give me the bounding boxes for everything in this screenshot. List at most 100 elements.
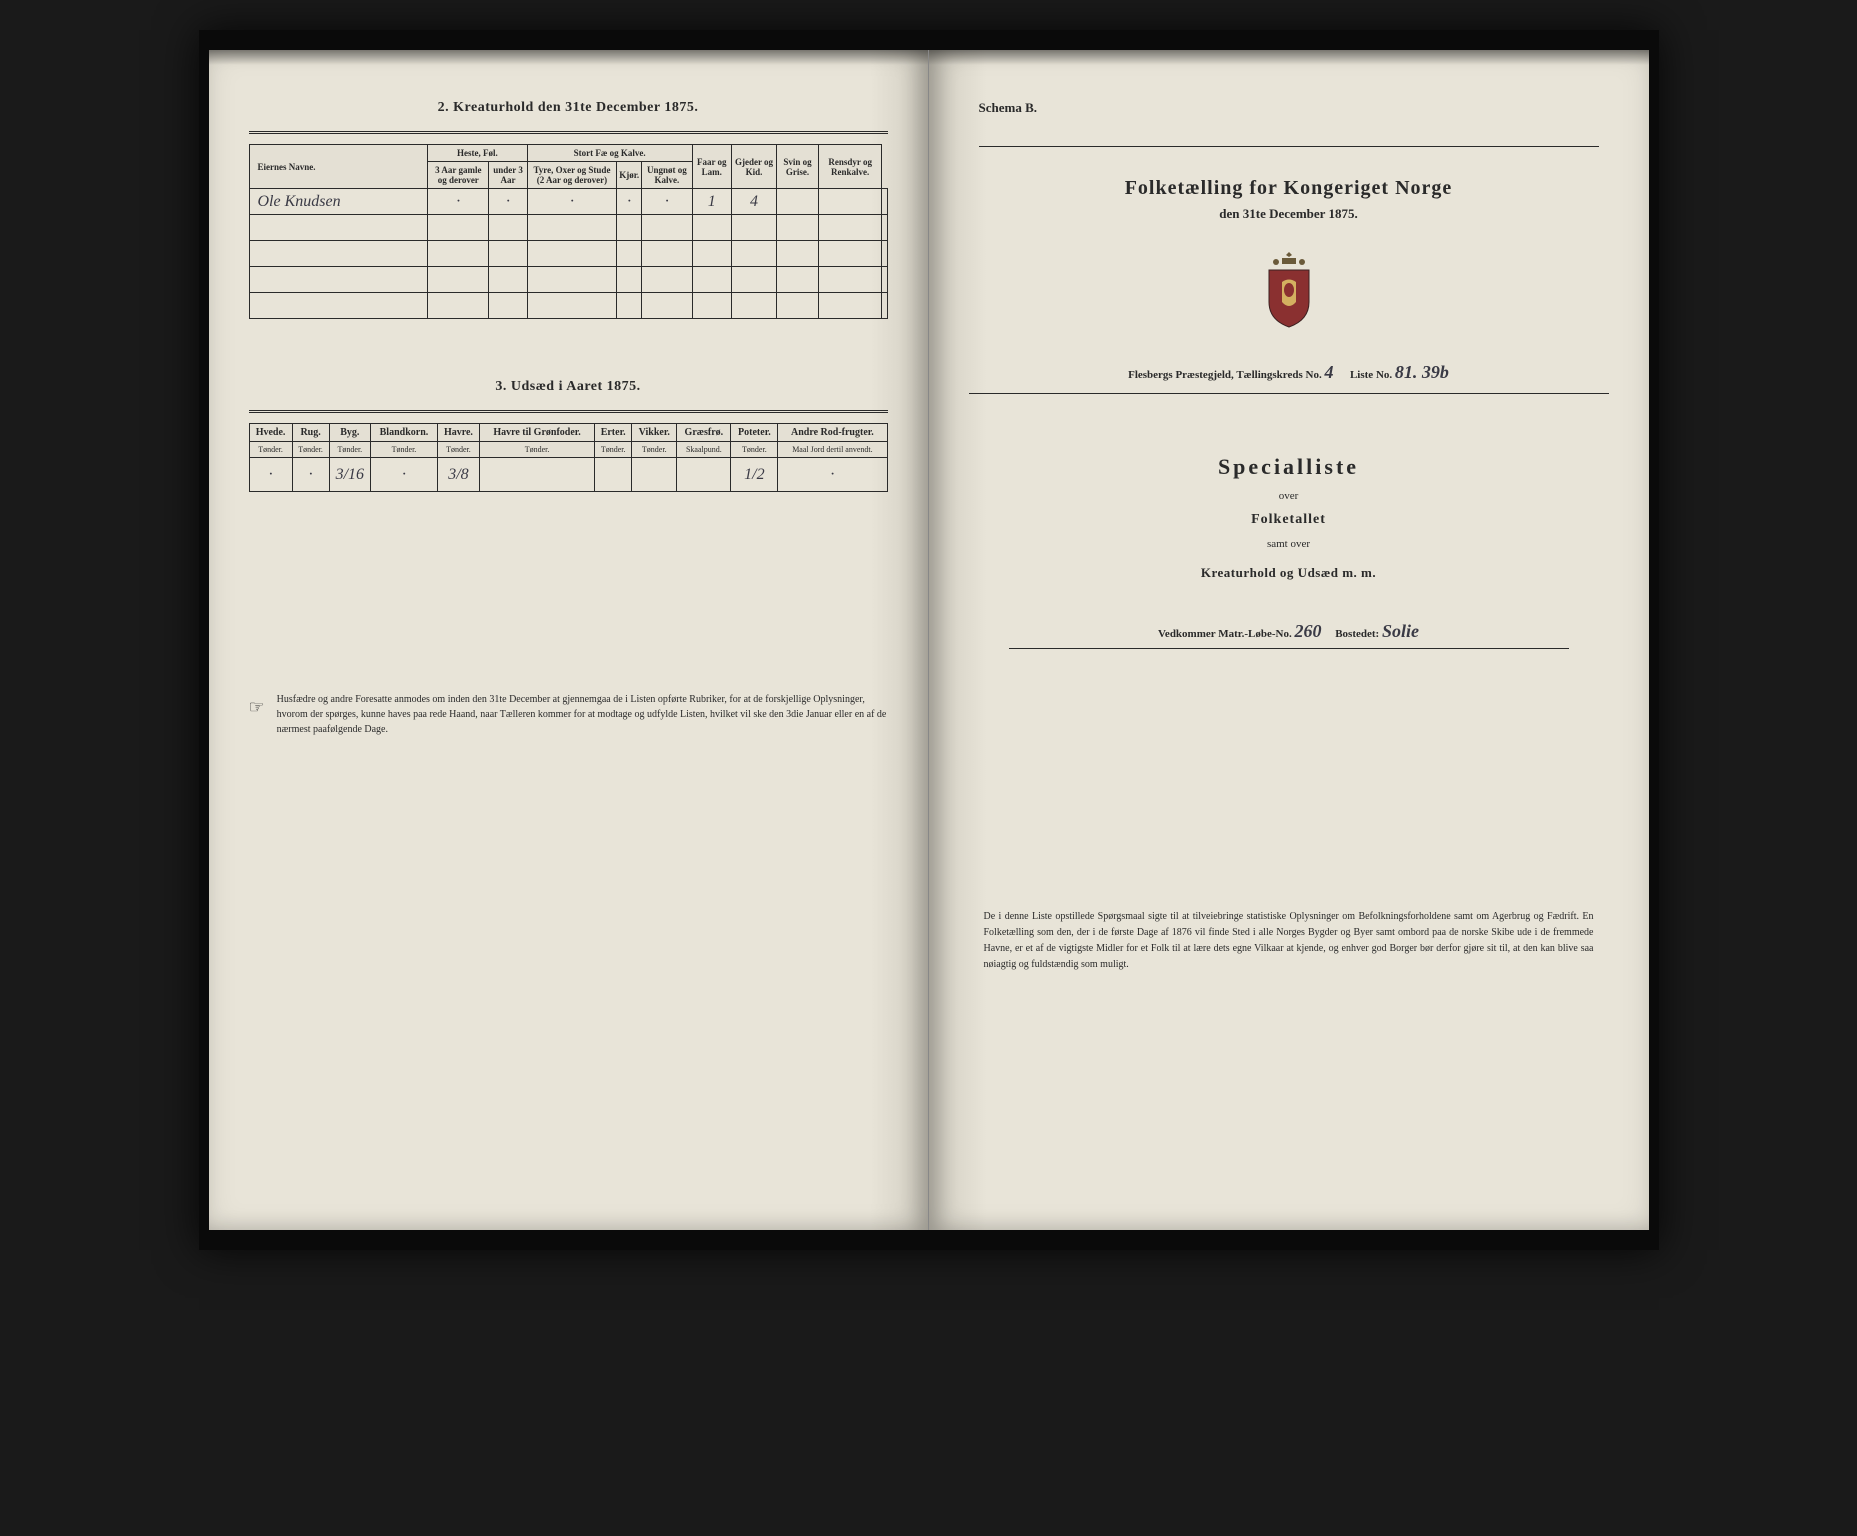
left-footnote: ☞ Husfædre og andre Foresatte anmodes om… bbox=[249, 692, 888, 737]
census-title: Folketælling for Kongeriget Norge bbox=[969, 177, 1609, 200]
seed-section: 3. Udsæd i Aaret 1875. Hvede.Rug.Byg.Bla… bbox=[249, 379, 888, 492]
value-cell: 1 bbox=[692, 189, 731, 215]
value-cell bbox=[818, 215, 882, 241]
col-heste-2: under 3 Aar bbox=[489, 162, 527, 189]
value-cell bbox=[777, 189, 819, 215]
value-cell bbox=[428, 293, 489, 319]
value-cell bbox=[428, 241, 489, 267]
value-cell bbox=[692, 215, 731, 241]
col-name: Eiernes Navne. bbox=[249, 145, 428, 189]
seed-col-header: Blandkorn. bbox=[371, 424, 438, 442]
value-cell bbox=[777, 215, 819, 241]
seed-value-cell bbox=[595, 458, 632, 492]
seed-value-cell: · bbox=[292, 458, 329, 492]
liste-prefix: Liste No. bbox=[1350, 369, 1392, 381]
rule bbox=[249, 131, 888, 134]
table-row bbox=[249, 241, 887, 267]
table-row: Ole Knudsen·····14 bbox=[249, 189, 887, 215]
value-cell bbox=[777, 293, 819, 319]
seed-col-header: Rug. bbox=[292, 424, 329, 442]
specialliste-title: Specialliste bbox=[969, 454, 1609, 480]
seed-col-header: Havre. bbox=[437, 424, 479, 442]
seed-col-header: Andre Rod-frugter. bbox=[778, 424, 887, 442]
seed-value-cell bbox=[632, 458, 677, 492]
page-shadow bbox=[929, 50, 1649, 65]
right-page: Schema B. Folketælling for Kongeriget No… bbox=[929, 50, 1649, 1230]
owner-name-cell: Ole Knudsen bbox=[249, 189, 428, 215]
col-stort-1: Tyre, Oxer og Stude (2 Aar og derover) bbox=[527, 162, 617, 189]
col-faar: Faar og Lam. bbox=[692, 145, 731, 189]
owner-name-cell bbox=[249, 267, 428, 293]
seed-col-unit: Tønder. bbox=[595, 442, 632, 458]
value-cell bbox=[617, 267, 642, 293]
value-cell bbox=[642, 241, 692, 267]
coat-of-arms-icon bbox=[1254, 252, 1324, 332]
seed-value-cell bbox=[480, 458, 595, 492]
value-cell bbox=[642, 215, 692, 241]
seed-col-header: Erter. bbox=[595, 424, 632, 442]
value-cell bbox=[882, 267, 887, 293]
seed-value-cell: · bbox=[371, 458, 438, 492]
seed-col-unit: Skaalpund. bbox=[677, 442, 731, 458]
value-cell bbox=[777, 267, 819, 293]
value-cell bbox=[527, 293, 617, 319]
col-heste: Heste, Føl. bbox=[428, 145, 528, 162]
seed-value-cell: 3/8 bbox=[437, 458, 479, 492]
value-cell bbox=[642, 267, 692, 293]
value-cell bbox=[818, 189, 882, 215]
seed-col-unit: Tønder. bbox=[292, 442, 329, 458]
livestock-table: Eiernes Navne. Heste, Føl. Stort Fæ og K… bbox=[249, 144, 888, 319]
bostedet-value: Solie bbox=[1382, 621, 1419, 641]
value-cell bbox=[692, 293, 731, 319]
seed-value-cell: · bbox=[249, 458, 292, 492]
seed-col-header: Byg. bbox=[329, 424, 371, 442]
value-cell bbox=[489, 293, 527, 319]
seed-col-header: Græsfrø. bbox=[677, 424, 731, 442]
col-gjeder: Gjeder og Kid. bbox=[731, 145, 776, 189]
value-cell bbox=[692, 267, 731, 293]
district-no: 4 bbox=[1324, 362, 1333, 382]
value-cell: · bbox=[428, 189, 489, 215]
seed-col-unit: Tønder. bbox=[480, 442, 595, 458]
table-row bbox=[249, 293, 887, 319]
samt-over-label: samt over bbox=[969, 538, 1609, 550]
value-cell bbox=[617, 215, 642, 241]
rule bbox=[249, 410, 888, 413]
value-cell bbox=[777, 241, 819, 267]
value-cell bbox=[882, 189, 887, 215]
col-heste-1: 3 Aar gamle og derover bbox=[428, 162, 489, 189]
table-row bbox=[249, 267, 887, 293]
bostedet-label: Bostedet: bbox=[1335, 628, 1379, 640]
kreaturhold-label: Kreaturhold og Udsæd m. m. bbox=[969, 565, 1609, 581]
col-stort-3: Ungnøt og Kalve. bbox=[642, 162, 692, 189]
seed-col-unit: Tønder. bbox=[731, 442, 778, 458]
value-cell: · bbox=[489, 189, 527, 215]
seed-value-cell: · bbox=[778, 458, 887, 492]
table-row bbox=[249, 215, 887, 241]
footnote-text: Husfædre og andre Foresatte anmodes om i… bbox=[277, 692, 888, 737]
section2-title: 2. Kreaturhold den 31te December 1875. bbox=[249, 100, 888, 116]
seed-col-unit: Maal Jord dertil anvendt. bbox=[778, 442, 887, 458]
value-cell: 4 bbox=[731, 189, 776, 215]
seed-col-unit: Tønder. bbox=[249, 442, 292, 458]
right-footnote: De i denne Liste opstillede Spørgsmaal s… bbox=[969, 909, 1609, 973]
seed-col-unit: Tønder. bbox=[632, 442, 677, 458]
seed-table: Hvede.Rug.Byg.Blandkorn.Havre.Havre til … bbox=[249, 423, 888, 492]
value-cell bbox=[527, 267, 617, 293]
value-cell bbox=[489, 241, 527, 267]
value-cell bbox=[489, 215, 527, 241]
owner-name-cell bbox=[249, 293, 428, 319]
value-cell bbox=[428, 215, 489, 241]
value-cell bbox=[882, 215, 887, 241]
value-cell: · bbox=[527, 189, 617, 215]
seed-col-header: Havre til Grønfoder. bbox=[480, 424, 595, 442]
value-cell: · bbox=[642, 189, 692, 215]
value-cell bbox=[642, 293, 692, 319]
rule bbox=[979, 146, 1599, 147]
value-cell bbox=[489, 267, 527, 293]
seed-value-cell: 1/2 bbox=[731, 458, 778, 492]
value-cell bbox=[731, 241, 776, 267]
owner-name-cell bbox=[249, 241, 428, 267]
section3-title: 3. Udsæd i Aaret 1875. bbox=[249, 379, 888, 395]
col-stort: Stort Fæ og Kalve. bbox=[527, 145, 692, 162]
